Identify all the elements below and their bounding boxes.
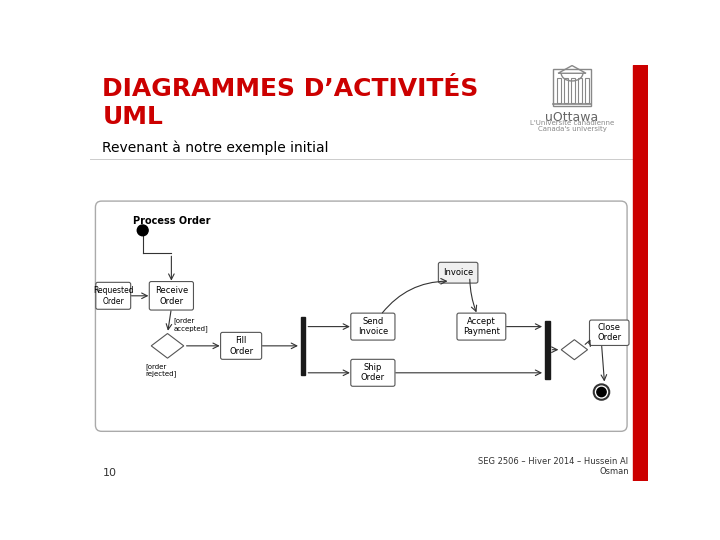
Text: Send
Invoice: Send Invoice	[358, 317, 388, 336]
Text: DIAGRAMMES D’ACTIVITÉS: DIAGRAMMES D’ACTIVITÉS	[102, 77, 479, 102]
Bar	[632, 65, 648, 481]
Bar	[585, 78, 589, 103]
Bar	[557, 78, 561, 103]
FancyBboxPatch shape	[590, 320, 629, 346]
Text: 10: 10	[102, 468, 117, 478]
Polygon shape	[151, 334, 184, 358]
Text: Canada's university: Canada's university	[538, 126, 606, 132]
Text: Close
Order: Close Order	[597, 323, 621, 342]
Text: Process Order: Process Order	[132, 216, 210, 226]
FancyBboxPatch shape	[438, 262, 478, 283]
FancyBboxPatch shape	[351, 313, 395, 340]
Text: uOttawa: uOttawa	[546, 111, 598, 124]
Text: Requested
Order: Requested Order	[93, 286, 134, 306]
Bar	[301, 317, 305, 375]
Text: Fill
Order: Fill Order	[229, 336, 253, 355]
Text: [order
accepted]: [order accepted]	[174, 318, 209, 332]
Bar	[578, 78, 582, 103]
Text: Accept
Payment: Accept Payment	[463, 317, 500, 336]
Text: [order
rejected]: [order rejected]	[145, 363, 177, 377]
Bar	[571, 78, 575, 103]
FancyBboxPatch shape	[149, 281, 194, 310]
FancyBboxPatch shape	[96, 201, 627, 431]
Text: Invoice: Invoice	[443, 268, 473, 277]
FancyBboxPatch shape	[96, 282, 131, 309]
Text: Ship
Order: Ship Order	[361, 363, 385, 382]
Circle shape	[594, 384, 609, 400]
Circle shape	[597, 387, 606, 397]
Bar	[564, 78, 568, 103]
Text: L'Université canadienne: L'Université canadienne	[530, 120, 614, 126]
Polygon shape	[561, 340, 588, 360]
Text: UML: UML	[102, 105, 163, 129]
Text: Receive
Order: Receive Order	[155, 286, 188, 306]
FancyBboxPatch shape	[457, 313, 505, 340]
Circle shape	[138, 225, 148, 236]
FancyBboxPatch shape	[220, 333, 261, 359]
Bar	[554, 69, 590, 106]
Text: SEG 2506 – Hiver 2014 – Hussein Al
Osman: SEG 2506 – Hiver 2014 – Hussein Al Osman	[479, 457, 629, 476]
Text: Revenant à notre exemple initial: Revenant à notre exemple initial	[102, 141, 329, 155]
Bar	[545, 321, 549, 379]
FancyBboxPatch shape	[351, 359, 395, 386]
